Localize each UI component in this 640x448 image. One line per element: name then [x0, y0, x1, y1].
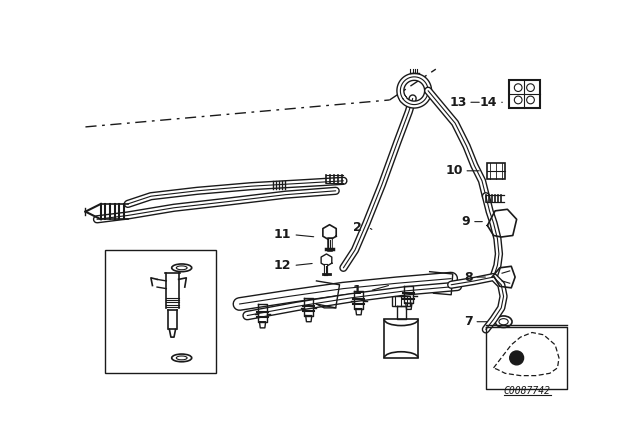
Bar	[392, 296, 410, 306]
Ellipse shape	[499, 319, 508, 325]
Ellipse shape	[495, 316, 512, 327]
Text: C0087742: C0087742	[503, 386, 550, 396]
Text: 13: 13	[449, 96, 467, 109]
Ellipse shape	[176, 356, 187, 360]
Text: 5: 5	[120, 352, 129, 365]
Text: 2: 2	[353, 220, 362, 233]
Bar	[105, 250, 216, 373]
Text: 7: 7	[464, 315, 473, 328]
Ellipse shape	[172, 354, 192, 362]
Bar	[384, 319, 418, 358]
Text: 9: 9	[462, 215, 470, 228]
Text: 8: 8	[464, 271, 473, 284]
Text: 11: 11	[273, 228, 291, 241]
Text: 3: 3	[109, 305, 117, 318]
Ellipse shape	[176, 266, 187, 270]
Text: 10: 10	[445, 164, 463, 177]
Ellipse shape	[172, 264, 192, 271]
Text: 14: 14	[480, 96, 497, 109]
Bar	[509, 80, 540, 108]
Circle shape	[509, 351, 524, 365]
Text: 1: 1	[353, 284, 362, 297]
Text: 12: 12	[273, 259, 291, 272]
Text: 4: 4	[120, 261, 129, 274]
Bar	[486, 163, 505, 178]
Text: 6: 6	[134, 288, 143, 301]
